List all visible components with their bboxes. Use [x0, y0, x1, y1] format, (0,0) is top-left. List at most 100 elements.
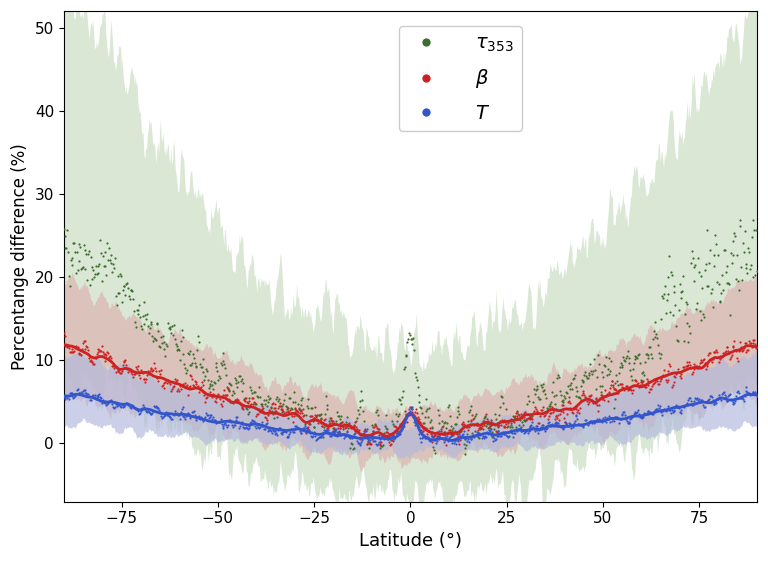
$T$	[455, 431, 468, 440]
$\tau_{353}$	[253, 392, 266, 401]
$\beta$	[214, 400, 227, 409]
$\tau_{353}$	[102, 256, 114, 265]
$\tau_{353}$	[348, 421, 360, 430]
$\beta$	[594, 393, 606, 402]
$T$	[382, 435, 394, 444]
$T$	[734, 393, 746, 402]
$\tau_{353}$	[353, 402, 366, 411]
$\beta$	[399, 410, 412, 419]
$T$	[90, 394, 102, 403]
$\beta$	[245, 399, 257, 408]
$\tau_{353}$	[218, 360, 230, 369]
$T$	[652, 401, 664, 410]
$\tau_{353}$	[198, 375, 210, 384]
$\beta$	[177, 379, 190, 388]
$\beta$	[419, 424, 431, 433]
$T$	[574, 420, 587, 429]
$\beta$	[488, 420, 500, 429]
$\tau_{353}$	[323, 417, 336, 426]
$\beta$	[502, 417, 515, 426]
$\beta$	[532, 418, 545, 427]
$T$	[505, 425, 517, 434]
$\tau_{353}$	[319, 410, 331, 419]
$\beta$	[436, 423, 449, 432]
$\beta$	[545, 408, 558, 417]
$\tau_{353}$	[526, 411, 538, 420]
$\tau_{353}$	[525, 422, 537, 431]
$\tau_{353}$	[645, 350, 657, 358]
$\beta$	[339, 423, 352, 432]
$\tau_{353}$	[677, 272, 690, 280]
$\beta$	[650, 376, 663, 385]
$\tau_{353}$	[402, 334, 414, 343]
$\beta$	[546, 403, 558, 412]
$\beta$	[237, 402, 249, 411]
$T$	[360, 433, 372, 442]
$\beta$	[574, 403, 586, 412]
$T$	[447, 436, 459, 445]
$\tau_{353}$	[734, 221, 746, 230]
$\tau_{353}$	[705, 288, 717, 297]
$T$	[273, 424, 286, 433]
$T$	[722, 392, 734, 401]
$T$	[654, 402, 666, 411]
$\tau_{353}$	[260, 396, 272, 404]
$T$	[621, 419, 634, 427]
$\beta$	[439, 433, 451, 442]
$\tau_{353}$	[510, 422, 522, 431]
$\tau_{353}$	[462, 417, 474, 426]
$T$	[332, 429, 344, 438]
$\tau_{353}$	[113, 288, 125, 297]
$\beta$	[68, 346, 81, 355]
$\beta$	[398, 418, 410, 427]
$\beta$	[224, 398, 237, 407]
$T$	[404, 407, 416, 416]
$\tau_{353}$	[533, 394, 545, 403]
$\beta$	[118, 356, 131, 365]
$T$	[321, 426, 333, 435]
$\tau_{353}$	[467, 420, 479, 429]
$T$	[582, 419, 594, 427]
$\tau_{353}$	[142, 321, 154, 330]
$T$	[378, 435, 390, 444]
$\tau_{353}$	[337, 425, 349, 434]
$\tau_{353}$	[619, 357, 631, 366]
$\beta$	[740, 348, 753, 357]
$\tau_{353}$	[706, 284, 718, 293]
$\tau_{353}$	[293, 404, 305, 413]
$\beta$	[74, 350, 86, 359]
$\beta$	[343, 418, 356, 427]
$T$	[442, 436, 454, 445]
$T$	[253, 422, 266, 431]
$T$	[464, 433, 476, 442]
$T$	[716, 390, 728, 399]
$\beta$	[158, 379, 170, 388]
$\tau_{353}$	[483, 420, 495, 429]
$\tau_{353}$	[667, 282, 680, 291]
$\beta$	[701, 359, 713, 368]
$\tau_{353}$	[672, 337, 684, 346]
$T$	[458, 434, 471, 443]
$T$	[412, 422, 425, 431]
$T$	[515, 426, 528, 435]
$\beta$	[732, 357, 744, 366]
$T$	[686, 401, 698, 410]
$T$	[441, 432, 453, 441]
$\tau_{353}$	[515, 422, 527, 431]
$T$	[422, 432, 434, 441]
$\beta$	[601, 397, 614, 406]
$\beta$	[526, 415, 538, 424]
$T$	[129, 403, 141, 412]
$\tau_{353}$	[426, 424, 439, 433]
$T$	[606, 417, 618, 426]
$\tau_{353}$	[331, 408, 343, 417]
$\beta$	[558, 407, 570, 416]
$\tau_{353}$	[399, 362, 411, 371]
$\tau_{353}$	[528, 384, 540, 393]
$\beta$	[700, 364, 712, 373]
$\beta$	[638, 381, 650, 390]
$\beta$	[720, 346, 732, 355]
$\tau_{353}$	[334, 415, 346, 424]
$\beta$	[666, 383, 678, 392]
$\beta$	[459, 421, 472, 430]
